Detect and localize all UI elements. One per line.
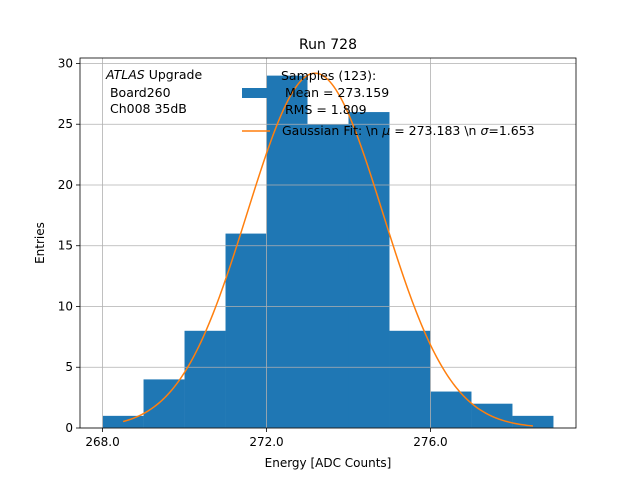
legend: Samples (123): Mean = 273.159 RMS = 1.80… — [242, 68, 535, 138]
y-tick-label-4: 20 — [58, 178, 73, 192]
y-tick-label-1: 5 — [65, 360, 73, 374]
legend-hist-label-1: Samples (123): — [281, 68, 376, 83]
legend-fit-mu: μ — [381, 123, 390, 138]
annotation-upgrade: Upgrade — [145, 67, 203, 82]
legend-hist-label-2: Mean = 273.159 — [281, 85, 389, 100]
x-axis-label: Energy [ADC Counts] — [265, 456, 392, 470]
histogram-bar-0 — [102, 415, 144, 428]
atlas-annotation: ATLAS Upgrade Board260 Ch008 35dB — [105, 67, 202, 116]
x-tick-label-1: 272.0 — [249, 435, 283, 449]
legend-fit-label: Gaussian Fit: \n μ = 273.183 \n σ=1.653 — [282, 123, 535, 138]
histogram-bar-5 — [307, 124, 349, 428]
annotation-line-1: ATLAS Upgrade — [105, 67, 202, 82]
histogram-bar-2 — [184, 330, 226, 428]
legend-fit-prefix: Gaussian Fit: \n — [282, 123, 382, 138]
histogram-bar-3 — [225, 233, 267, 428]
y-tick-label-6: 30 — [58, 56, 73, 70]
legend-fit-sigma: σ — [480, 123, 489, 138]
annotation-board: Board260 — [106, 85, 171, 100]
plot-frame — [79, 57, 577, 429]
annotation-atlas: ATLAS — [105, 67, 145, 82]
histogram-bar-7 — [389, 330, 431, 428]
legend-hist-swatch — [242, 88, 270, 98]
x-tick-label-0: 268.0 — [85, 435, 119, 449]
x-axis-ticks: 268.0 272.0 276.0 — [85, 428, 448, 449]
histogram-bar-1 — [143, 379, 185, 428]
y-tick-label-0: 0 — [65, 421, 73, 435]
legend-hist-label-3: RMS = 1.809 — [281, 102, 367, 117]
gaussian-fit-line — [122, 72, 534, 427]
y-tick-label-5: 25 — [58, 117, 73, 131]
y-tick-label-3: 15 — [58, 239, 73, 253]
histogram-bar-10 — [512, 415, 554, 428]
y-axis-label: Entries — [33, 222, 47, 264]
legend-fit-mid: = 273.183 \n — [390, 123, 480, 138]
legend-fit-end: =1.653 — [488, 123, 534, 138]
y-axis-ticks: 0 5 10 15 20 25 30 — [58, 56, 80, 435]
histogram-bar-6 — [348, 112, 390, 428]
y-tick-label-2: 10 — [58, 299, 73, 313]
chart-title: Run 728 — [299, 37, 357, 53]
x-tick-label-2: 276.0 — [413, 435, 447, 449]
annotation-channel: Ch008 35dB — [106, 101, 187, 116]
